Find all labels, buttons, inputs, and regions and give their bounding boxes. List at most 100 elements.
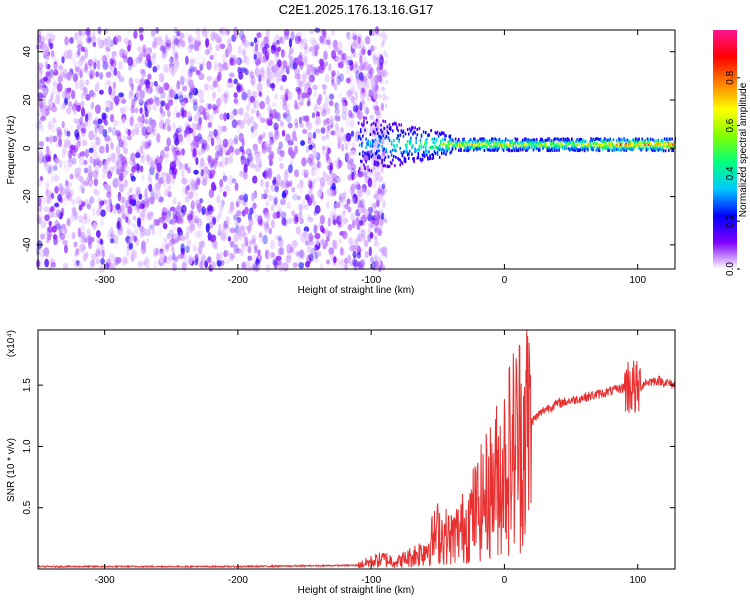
heatmap-cell bbox=[181, 177, 188, 185]
heatmap-cell bbox=[313, 165, 319, 176]
heatmap-cell bbox=[536, 141, 539, 145]
heatmap-cell bbox=[77, 172, 82, 182]
heatmap-cell bbox=[92, 41, 97, 48]
heatmap-cell bbox=[334, 122, 339, 130]
heatmap-cell bbox=[248, 153, 254, 162]
heatmap-cell bbox=[378, 170, 382, 176]
heatmap-cell bbox=[177, 91, 184, 98]
heatmap-cell bbox=[164, 34, 169, 45]
heatmap-cell bbox=[293, 57, 300, 67]
heatmap-cell bbox=[374, 171, 379, 180]
heatmap-cell bbox=[377, 61, 381, 67]
heatmap-cell bbox=[362, 150, 364, 154]
snr-x-label: Height of straight line (km) bbox=[298, 585, 415, 596]
heatmap-cell bbox=[105, 143, 109, 154]
heatmap-cell bbox=[292, 262, 298, 268]
heatmap-cell bbox=[109, 203, 113, 213]
heatmap-cell bbox=[414, 131, 416, 135]
heatmap-cell bbox=[95, 71, 100, 78]
heatmap-cell bbox=[52, 117, 57, 124]
heatmap-cell bbox=[640, 148, 642, 152]
heatmap-cell bbox=[354, 238, 359, 245]
heatmap-cell bbox=[664, 149, 667, 153]
heatmap-cell bbox=[112, 87, 116, 97]
heatmap-cell bbox=[144, 196, 151, 202]
heatmap-cell bbox=[615, 143, 618, 147]
heatmap-cell bbox=[362, 184, 367, 190]
heatmap-cell bbox=[373, 84, 377, 90]
heatmap-cell bbox=[130, 104, 135, 114]
heatmap-cell bbox=[643, 140, 646, 144]
heatmap-cell bbox=[635, 142, 637, 146]
heatmap-cell bbox=[233, 98, 238, 104]
heatmap-cell bbox=[120, 181, 124, 188]
heatmap-cell bbox=[514, 146, 517, 150]
heatmap-cell bbox=[268, 194, 274, 202]
heatmap-cell bbox=[122, 256, 128, 266]
heatmap-cell bbox=[430, 146, 432, 150]
heatmap-cell bbox=[375, 56, 379, 62]
heatmap-cell bbox=[480, 142, 483, 146]
heatmap-cell bbox=[396, 126, 398, 130]
heatmap-cell bbox=[357, 169, 360, 173]
heatmap-cell bbox=[157, 196, 164, 205]
heatmap-cell bbox=[357, 121, 360, 125]
heatmap-cell bbox=[367, 177, 373, 188]
heatmap-cell bbox=[510, 143, 512, 147]
heatmap-cell bbox=[338, 91, 342, 99]
heatmap-cell bbox=[49, 94, 54, 104]
heatmap-cell bbox=[577, 148, 580, 152]
heatmap-cell bbox=[222, 191, 227, 198]
heatmap-cell bbox=[553, 148, 556, 152]
heatmap-cell bbox=[399, 133, 402, 137]
heatmap-cell bbox=[367, 143, 370, 147]
heatmap-cell bbox=[397, 129, 399, 133]
heatmap-cell bbox=[187, 68, 193, 77]
heatmap-cell bbox=[527, 138, 529, 142]
heatmap-cell bbox=[289, 56, 294, 63]
heatmap-cell bbox=[85, 113, 89, 123]
heatmap-cell bbox=[165, 172, 170, 182]
heatmap-cell bbox=[73, 259, 79, 268]
heatmap-cell bbox=[379, 138, 381, 142]
heatmap-cell bbox=[387, 131, 390, 135]
heatmap-cell bbox=[98, 89, 104, 95]
heatmap-cell bbox=[125, 216, 129, 223]
heatmap-cell bbox=[479, 147, 481, 151]
heatmap-cell bbox=[474, 139, 476, 143]
heatmap-cell bbox=[265, 117, 270, 125]
heatmap-cell bbox=[146, 102, 152, 113]
heatmap-cell bbox=[156, 133, 161, 143]
heatmap-cell bbox=[136, 189, 141, 196]
heatmap-cell bbox=[190, 141, 196, 148]
heatmap-cell bbox=[133, 235, 138, 243]
heatmap-cell bbox=[94, 125, 98, 134]
heatmap-cell bbox=[62, 159, 67, 169]
heatmap-cell bbox=[548, 137, 551, 141]
heatmap-cell bbox=[279, 94, 286, 101]
heatmap-cell bbox=[460, 143, 462, 147]
heatmap-cell bbox=[381, 30, 386, 40]
heatmap-cell bbox=[367, 139, 370, 143]
heatmap-cell bbox=[290, 138, 295, 144]
heatmap-cell bbox=[236, 210, 242, 216]
heatmap-cell bbox=[499, 139, 502, 143]
heatmap-cell bbox=[307, 75, 313, 81]
heatmap-cell bbox=[316, 160, 321, 169]
heatmap-cell bbox=[574, 144, 576, 148]
heatmap-cell bbox=[530, 141, 533, 145]
heatmap-cell bbox=[287, 217, 293, 225]
heatmap-cell bbox=[367, 49, 372, 56]
heatmap-cell bbox=[349, 118, 355, 128]
heatmap-cell bbox=[649, 144, 652, 148]
heatmap-cell bbox=[119, 183, 125, 193]
heatmap-cell bbox=[584, 139, 587, 143]
heatmap-cell bbox=[443, 131, 445, 135]
heatmap-cell bbox=[208, 130, 214, 138]
heatmap-cell bbox=[123, 147, 129, 155]
heatmap-cell bbox=[347, 174, 353, 181]
heatmap-cell bbox=[299, 100, 304, 107]
heatmap-cell bbox=[612, 138, 615, 142]
heatmap-cell bbox=[172, 197, 177, 205]
heatmap-cell bbox=[338, 195, 344, 204]
